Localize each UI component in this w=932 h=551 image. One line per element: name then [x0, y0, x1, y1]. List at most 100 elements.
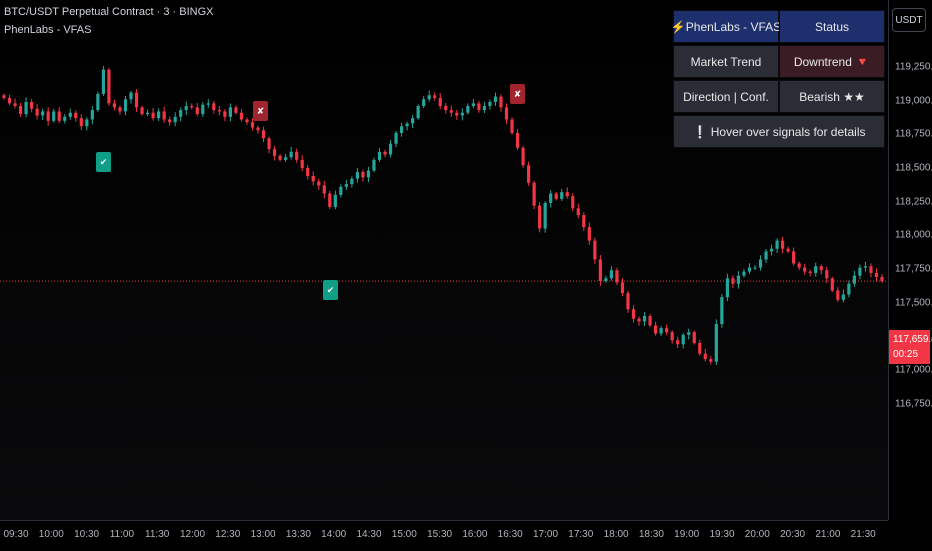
candle-body: [344, 184, 348, 187]
buy-signal-marker[interactable]: ✔: [96, 152, 111, 172]
candle: [250, 118, 255, 131]
candle-body: [571, 196, 575, 209]
price-tick: 117,750.0: [895, 263, 932, 275]
candle-body: [173, 116, 177, 123]
candle: [648, 313, 652, 328]
candle-body: [444, 106, 448, 111]
candle: [157, 108, 161, 121]
candle: [703, 348, 707, 362]
symbol-title[interactable]: BTC/USDT Perpetual Contract · 3 · BINGX: [4, 6, 214, 18]
candle: [493, 92, 498, 106]
time-tick: 21:00: [815, 529, 841, 540]
candle: [560, 188, 564, 201]
candle: [18, 102, 23, 117]
candle-body: [560, 192, 564, 199]
candle-body: [256, 127, 260, 131]
currency-button[interactable]: USDT: [892, 8, 926, 32]
candle-body: [538, 205, 542, 229]
price-tick: 118,500.0: [895, 162, 932, 174]
candle-body: [295, 151, 299, 160]
candle: [736, 271, 741, 289]
candle-body: [852, 275, 856, 284]
candle-body: [521, 147, 525, 166]
candle: [134, 89, 139, 112]
candle-body: [863, 266, 868, 268]
candle: [162, 106, 166, 123]
candle-body: [808, 271, 812, 273]
candle-body: [775, 240, 779, 249]
candle-body: [582, 215, 586, 228]
candle: [515, 129, 520, 150]
candle-body: [626, 293, 630, 310]
candle-body: [96, 93, 100, 111]
indicator-name[interactable]: PhenLabs - VFAS: [4, 24, 92, 36]
candle: [145, 109, 150, 117]
candle: [272, 145, 277, 161]
candle: [532, 180, 536, 210]
candle-body: [764, 251, 768, 260]
candle-body: [455, 112, 459, 116]
candle: [7, 94, 12, 106]
time-tick: 13:00: [250, 529, 276, 540]
candle: [372, 157, 376, 173]
candle: [300, 155, 304, 172]
candle: [880, 274, 884, 284]
sell-signal-marker[interactable]: ✘: [510, 84, 525, 104]
candle: [460, 108, 464, 121]
price-tick: 117,500.0: [895, 297, 932, 309]
candle: [416, 104, 420, 120]
candle: [261, 126, 266, 143]
candle: [74, 110, 78, 122]
candle: [118, 105, 122, 115]
cross-icon: ✘: [256, 105, 265, 116]
candle-body: [239, 112, 244, 120]
buy-signal-marker[interactable]: ✔: [323, 280, 338, 300]
candle-body: [118, 107, 122, 112]
candle: [278, 154, 282, 162]
time-tick: 14:00: [321, 529, 347, 540]
candle: [13, 98, 17, 109]
time-axis[interactable]: 09:30 10:00 10:30 11:00 11:30 12:00 12:30 13:00…: [0, 520, 888, 551]
candlestick-chart[interactable]: [0, 0, 888, 520]
candle-body: [681, 334, 685, 345]
candle: [709, 355, 713, 365]
candle-body: [63, 116, 67, 121]
candle: [642, 312, 647, 327]
candle: [328, 190, 332, 209]
candle: [46, 106, 50, 126]
candle: [52, 108, 56, 123]
chart-area[interactable]: BTC/USDT Perpetual Contract · 3 · BINGX …: [0, 0, 888, 520]
candle-body: [477, 103, 481, 111]
candle-body: [322, 185, 326, 194]
candle-body: [405, 123, 409, 127]
candle: [284, 153, 288, 162]
candle-body: [747, 267, 752, 272]
candle: [449, 105, 453, 117]
candle-body: [598, 259, 602, 282]
candle: [549, 190, 553, 208]
candle: [394, 131, 398, 148]
candle-body: [228, 107, 233, 117]
candle: [399, 122, 404, 137]
candle-body: [422, 99, 426, 107]
candle: [681, 333, 685, 349]
candle-body: [648, 316, 652, 326]
candle: [217, 106, 221, 116]
candle: [593, 237, 597, 264]
price-axis[interactable]: 119,250.0 119,000.0 118,750.0 118,500.0 118,…: [888, 0, 932, 520]
candle: [576, 203, 580, 219]
candle: [195, 103, 199, 117]
candle-body: [869, 266, 873, 273]
candle: [107, 67, 111, 106]
candle: [388, 140, 393, 158]
candle-body: [786, 248, 790, 252]
candle: [543, 201, 547, 233]
current-price-label: 117,659.4 00:25: [889, 330, 932, 364]
candle-body: [90, 110, 94, 120]
candle: [383, 149, 387, 158]
time-tick: 17:30: [568, 529, 594, 540]
candle-body: [482, 106, 487, 111]
hover-hint: ❕ Hover over signals for details: [673, 115, 885, 148]
candle-body: [383, 151, 387, 155]
sell-signal-marker[interactable]: ✘: [253, 101, 268, 121]
